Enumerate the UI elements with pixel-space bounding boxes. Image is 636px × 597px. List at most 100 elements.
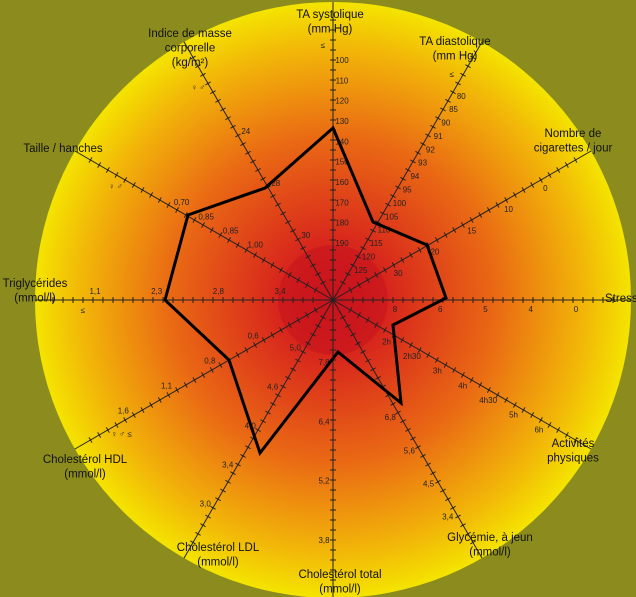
axis-tick (290, 228, 296, 233)
axis-tick (123, 417, 128, 423)
tick-label: 92 (426, 145, 435, 154)
axis-label: (mmol/l) (14, 293, 56, 305)
axis-symbol: ♀ ♂ (191, 83, 205, 92)
axis-tick (285, 376, 291, 380)
axis-tick (305, 282, 309, 288)
tick-label: 110 (378, 226, 391, 235)
axis-tick (265, 410, 271, 415)
axis-tick (275, 393, 281, 398)
axis-label: Cholestérol total (298, 569, 381, 581)
axis-tick (287, 272, 292, 278)
axis-tick (380, 211, 386, 216)
axis-tick (105, 427, 110, 433)
axis-tick (400, 337, 405, 343)
axis-tick (190, 55, 196, 60)
axis-tick (374, 322, 379, 328)
axis-tick (235, 352, 240, 358)
tick-label: 7,8 (318, 358, 330, 367)
axis-tick (280, 384, 286, 389)
tick-label: 24 (241, 127, 250, 136)
axis-tick (320, 315, 326, 320)
axis-tick (244, 247, 249, 253)
axis-symbol: ♀ ♂ ≤ (111, 430, 132, 439)
axis-tick (260, 176, 266, 181)
axis-tick (478, 212, 483, 218)
axis-tick (504, 197, 509, 203)
axis-tick (512, 192, 517, 198)
axis-tick (279, 267, 283, 273)
axis-tick (390, 194, 396, 199)
axis-tick (460, 523, 466, 528)
axis-tick (375, 220, 381, 224)
tick-label: 80 (457, 92, 466, 101)
axis-tick (220, 107, 226, 112)
axis-tick (261, 337, 266, 343)
tick-label: 94 (410, 172, 419, 181)
axis-tick (255, 168, 261, 173)
axis-tick (215, 497, 221, 502)
axis-tick (573, 437, 578, 443)
axis-label: Nombre de (545, 128, 602, 140)
tick-label: 3,4 (222, 460, 234, 469)
tick-label: 0,85 (223, 227, 239, 236)
axis-tick (450, 505, 456, 510)
axis-tick (452, 367, 457, 373)
axis-tick (410, 436, 416, 441)
axis-tick (300, 350, 306, 354)
tick-label: 4,6 (267, 382, 279, 391)
axis-tick (391, 262, 396, 268)
axis-tick (230, 471, 236, 476)
tick-label: 0,6 (248, 332, 260, 341)
axis-tick (355, 254, 361, 259)
axis-tick (365, 317, 370, 323)
tick-label: 6h (534, 425, 543, 434)
tick-label: 5h (509, 411, 518, 420)
axis-tick (440, 107, 446, 112)
axis-tick (370, 228, 376, 233)
axis-tick (88, 437, 93, 443)
axis-tick (530, 412, 535, 418)
axis-tick (210, 90, 216, 95)
axis-tick (440, 488, 446, 493)
axis-tick (315, 272, 321, 276)
axis-tick (350, 263, 356, 268)
tick-label: 15 (467, 226, 476, 235)
tick-label: 2h30 (403, 352, 421, 361)
axis-tick (417, 347, 422, 353)
tick-label: 1,1 (89, 287, 101, 296)
tick-label: 2h (382, 337, 391, 346)
axis-tick (556, 167, 561, 173)
axis-tick (235, 462, 241, 467)
axis-tick (452, 227, 457, 233)
axis-tick (486, 207, 491, 213)
tick-label: 1,6 (118, 407, 130, 416)
axis-tick (305, 254, 311, 259)
axis-tick (345, 324, 351, 328)
axis-tick (420, 142, 426, 147)
axis-tick (313, 287, 318, 293)
axis-tick (390, 401, 396, 406)
axis-tick (410, 159, 416, 164)
axis-tick (443, 362, 448, 368)
axis-tick (105, 167, 110, 173)
axis-tick (175, 207, 180, 213)
axis-label: (mmol/l) (319, 584, 361, 596)
axis-symbol: ♀ ♂ (109, 182, 123, 191)
axis-label: TA systolique (296, 9, 364, 21)
axis-tick (310, 332, 316, 337)
axis-tick (383, 327, 387, 333)
axis-label: physiques (547, 453, 599, 465)
axis-tick (195, 64, 201, 69)
axis-tick (420, 453, 426, 458)
axis-tick (240, 453, 246, 458)
tick-label: 28 (271, 179, 280, 188)
axis-tick (573, 157, 578, 163)
axis-tick (230, 124, 236, 129)
axis-tick (486, 387, 491, 393)
axis-tick (295, 237, 301, 242)
axis-tick (131, 412, 136, 418)
axis-tick (470, 55, 476, 60)
tick-label: 3,4 (442, 513, 454, 522)
axis-tick (435, 116, 441, 121)
axis-tick (200, 72, 206, 77)
